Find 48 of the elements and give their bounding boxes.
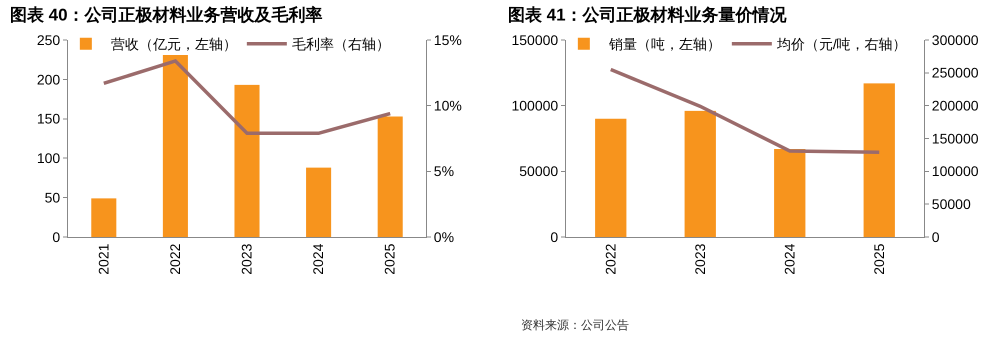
chart-title: 图表 40：公司正极材料业务营收及毛利率 — [10, 5, 323, 24]
line-series — [102, 59, 392, 135]
x-tick-label: 2021 — [95, 243, 112, 275]
y-tick-label: 50000 — [519, 163, 558, 180]
bar — [91, 198, 116, 237]
y2-tick-label: 150000 — [932, 130, 979, 146]
y-tick-label: 250 — [36, 32, 60, 48]
bar — [306, 168, 332, 237]
bar — [378, 116, 403, 237]
y2-tick-label: 300000 — [932, 32, 979, 48]
y-tick-label: 0 — [550, 228, 558, 245]
y2-tick-label: 15% — [434, 32, 462, 48]
y2-tick-label: 0% — [434, 228, 454, 245]
y-tick-label: 200 — [36, 71, 60, 88]
line-series — [609, 68, 881, 154]
y2-tick-label: 250000 — [932, 64, 979, 81]
y2-tick-label: 100000 — [932, 163, 979, 180]
bar — [774, 149, 806, 237]
y-tick-label: 0 — [52, 228, 60, 245]
bar — [234, 84, 260, 237]
y-tick-label: 50 — [44, 190, 60, 206]
legend-label: 均价（元/吨，右轴） — [776, 36, 907, 52]
bar — [864, 83, 895, 237]
legend-label: 销量（吨，左轴） — [608, 36, 721, 52]
y2-tick-label: 5% — [434, 163, 454, 180]
bar — [595, 118, 626, 237]
x-tick-label: 2023 — [238, 243, 255, 275]
chart-title: 图表 41：公司正极材料业务量价情况 — [508, 5, 788, 24]
y-tick-label: 150 — [36, 110, 60, 127]
bar — [684, 110, 716, 237]
x-tick-label: 2025 — [382, 243, 398, 275]
x-tick-label: 2024 — [310, 243, 326, 275]
y2-tick-label: 200000 — [932, 98, 979, 114]
y2-tick-label: 50000 — [932, 196, 971, 212]
x-tick-label: 2022 — [602, 243, 618, 275]
y-tick-label: 100 — [36, 150, 60, 166]
text: 资料来源：公司公告 — [521, 318, 629, 332]
y2-tick-label: 0 — [932, 228, 940, 245]
x-tick-label: 2022 — [166, 243, 183, 275]
x-tick-label: 2023 — [692, 243, 708, 275]
legend-label: 营收（亿元，左轴） — [110, 36, 237, 52]
legend-label: 毛利率（右轴） — [292, 36, 390, 52]
x-tick-label: 2024 — [781, 243, 798, 275]
y-tick-label: 150000 — [511, 32, 558, 48]
y2-tick-label: 10% — [434, 98, 462, 114]
y-tick-label: 100000 — [511, 98, 558, 114]
x-tick-label: 2025 — [870, 243, 887, 275]
bar — [162, 54, 188, 237]
